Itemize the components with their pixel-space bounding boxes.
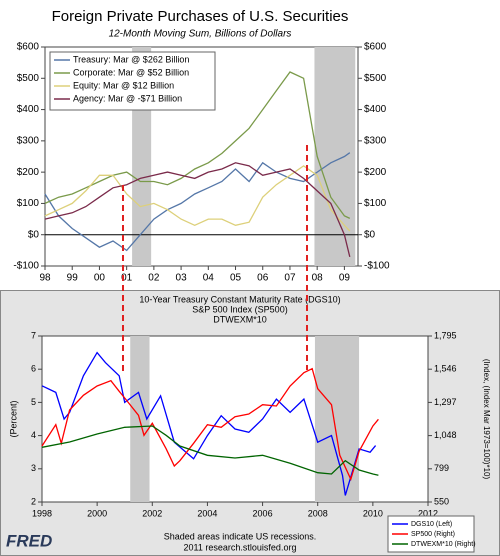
- legend-label: Treasury: Mar @ $262 Billion: [73, 54, 189, 64]
- y-tick-label: 4: [31, 430, 36, 440]
- legend-label: DGS10 (Left): [411, 521, 452, 528]
- chart-title: Foreign Private Purchases of U.S. Securi…: [52, 8, 349, 25]
- legend-label: DTWEXM*10 (Right): [411, 541, 476, 548]
- x-tick-label: 06: [257, 273, 269, 284]
- y-tick-label: $600: [17, 42, 40, 53]
- y-tick-label: $600: [364, 42, 387, 53]
- legend-label: Equity: Mar @ $12 Billion: [73, 80, 174, 90]
- x-tick-label: 08: [312, 273, 324, 284]
- y-tick-label: -$100: [364, 261, 390, 272]
- series-line: [44, 165, 351, 232]
- charts: $600 $600 $500 $500 $400 $400 $300 $300 $200 $200…: [13, 42, 476, 553]
- x-tick-label: 03: [176, 273, 188, 284]
- y2-tick-label: 1,795: [434, 330, 457, 340]
- recession-band: [314, 47, 356, 266]
- x-tick-label: 98: [39, 273, 51, 284]
- chart-title: 10-Year Treasury Constant Maturity Rate …: [139, 294, 340, 304]
- x-tick-label: 2006: [253, 508, 273, 518]
- y-tick-label: $200: [364, 167, 387, 178]
- y2-tick-label: 1,048: [434, 430, 457, 440]
- y-tick-label: -$100: [13, 261, 39, 272]
- x-tick-label: 05: [230, 273, 242, 284]
- legend-label: Corporate: Mar @ $52 Billion: [73, 67, 189, 77]
- x-tick-label: 99: [67, 273, 79, 284]
- y2-tick-label: 799: [434, 463, 449, 473]
- y-tick-label: 5: [31, 397, 36, 407]
- x-tick-label: 2010: [363, 508, 383, 518]
- y2-tick-label: 550: [434, 496, 449, 506]
- y-axis-label: (Percent): [8, 400, 18, 437]
- y-tick-label: $500: [17, 73, 40, 84]
- note: Shaded areas indicate US recessions.: [164, 531, 317, 541]
- y-tick-label: $500: [364, 73, 387, 84]
- note: 2011 research.stlouisfed.org: [184, 542, 297, 552]
- x-tick-label: 2012: [418, 508, 438, 518]
- y-tick-label: $200: [17, 167, 40, 178]
- y-tick-label: 7: [31, 330, 36, 340]
- y2-tick-label: 1,546: [434, 364, 457, 374]
- y-tick-label: $300: [364, 135, 387, 146]
- x-tick-label: 04: [203, 273, 215, 284]
- recession-band: [314, 336, 360, 502]
- x-tick-label: 1998: [32, 508, 52, 518]
- series-line: [44, 71, 351, 219]
- legend-label: SP500 (Right): [411, 531, 455, 538]
- series-line: [41, 425, 379, 476]
- legend-label: Agency: Mar @ -$71 Billion: [73, 93, 182, 103]
- x-tick-label: 07: [284, 273, 296, 284]
- chart-title: S&P 500 Index (SP500): [192, 304, 287, 314]
- y-tick-label: $0: [364, 229, 376, 240]
- y-tick-label: 3: [31, 463, 36, 473]
- x-tick-label: 2004: [197, 508, 217, 518]
- series-line: [41, 351, 377, 496]
- y-tick-label: 6: [31, 364, 36, 374]
- y2-axis-label: (Index, (Index Mar 1973=100)*10): [482, 359, 491, 480]
- y-tick-label: $100: [17, 198, 40, 209]
- y-tick-label: $400: [364, 104, 387, 115]
- y2-tick-label: 1,297: [434, 397, 457, 407]
- series-line: [41, 367, 379, 482]
- legend-box: [49, 51, 216, 111]
- y-tick-label: $100: [364, 198, 387, 209]
- x-tick-label: 01: [121, 273, 133, 284]
- x-tick-label: 2002: [142, 508, 162, 518]
- x-tick-label: 2000: [87, 508, 107, 518]
- y-tick-label: $0: [28, 229, 40, 240]
- chart-subtitle: 12-Month Moving Sum, Billions of Dollars: [109, 29, 292, 40]
- x-tick-label: 02: [148, 273, 160, 284]
- x-tick-label: 00: [94, 273, 106, 284]
- y-tick-label: $300: [17, 135, 40, 146]
- plot-area: [41, 335, 429, 503]
- chart-title: DTWEXM*10: [213, 314, 267, 324]
- x-tick-label: 2008: [308, 508, 328, 518]
- x-tick-label: 09: [339, 273, 351, 284]
- y-tick-label: 2: [31, 496, 36, 506]
- y-tick-label: $400: [17, 104, 40, 115]
- series-line: [44, 162, 351, 258]
- logo: FRED: [6, 531, 52, 550]
